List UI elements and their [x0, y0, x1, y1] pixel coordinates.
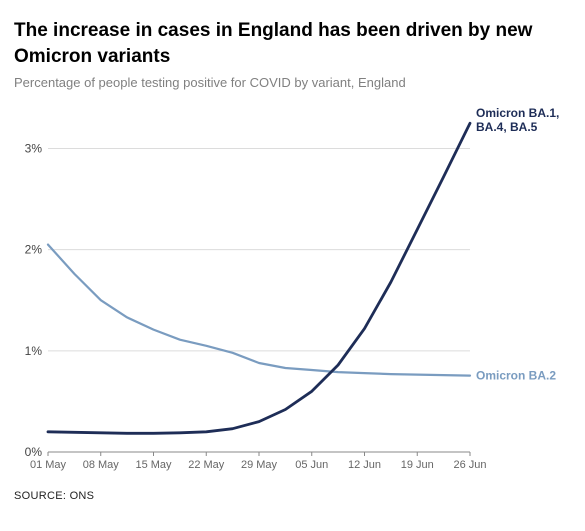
- chart-svg: 0% 1% 2% 3% 01 May 08 May 15 May 22 May 29 May 05…: [14, 100, 574, 480]
- x-tick-label: 19 Jun: [401, 459, 434, 471]
- y-tick-label: 3%: [25, 142, 43, 156]
- series-line: [48, 123, 470, 433]
- x-tick-label: 15 May: [135, 459, 172, 471]
- x-tick-label: 05 Jun: [295, 459, 328, 471]
- series-line: [48, 245, 470, 376]
- y-tick-label: 1%: [25, 344, 43, 358]
- chart-source: SOURCE: ONS: [14, 490, 575, 502]
- y-tick-label: 0%: [25, 445, 43, 459]
- chart-container: The increase in cases in England has bee…: [0, 0, 585, 531]
- y-tick-label: 2%: [25, 243, 43, 257]
- x-tick-label: 29 May: [241, 459, 278, 471]
- x-tick-label: 26 Jun: [453, 459, 486, 471]
- chart-title: The increase in cases in England has bee…: [14, 18, 575, 69]
- chart-plot-area: 0% 1% 2% 3% 01 May 08 May 15 May 22 May 29 May 05…: [14, 100, 574, 480]
- x-tick-label: 08 May: [83, 459, 120, 471]
- x-tick-label: 12 Jun: [348, 459, 381, 471]
- series-label: Omicron BA.1,BA.4, BA.5: [476, 106, 559, 134]
- series-label: Omicron BA.2: [476, 369, 556, 383]
- x-tick-label: 22 May: [188, 459, 225, 471]
- x-tick-label: 01 May: [30, 459, 67, 471]
- chart-subtitle: Percentage of people testing positive fo…: [14, 75, 575, 90]
